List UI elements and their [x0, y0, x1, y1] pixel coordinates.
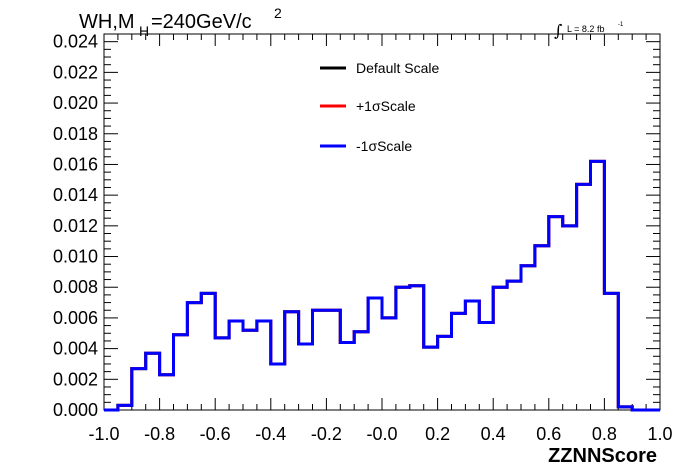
x-tick-label: -0.2 — [311, 424, 342, 444]
title-superscript: 2 — [274, 5, 282, 21]
integral-symbol: ∫ — [554, 21, 562, 40]
y-tick-label: 0.006 — [53, 308, 98, 328]
legend-label-plus-sigma-scale: +1σScale — [356, 98, 416, 114]
y-tick-label: 0.014 — [53, 185, 98, 205]
chart-title: WH,M H =240GeV/c 2 — [79, 5, 282, 39]
x-tick-label: 0.2 — [425, 424, 450, 444]
legend-label-minus-sigma-scale: -1σScale — [356, 138, 412, 154]
title-suffix: =240GeV/c — [151, 11, 252, 33]
x-tick-label: -0.0 — [366, 424, 397, 444]
legend-label-default-scale: Default Scale — [356, 60, 439, 76]
y-tick-label: 0.022 — [53, 62, 98, 82]
y-tick-label: 0.004 — [53, 339, 98, 359]
title-subscript: H — [139, 23, 149, 39]
y-tick-label: 0.012 — [53, 216, 98, 236]
luminosity-label: ∫ L = 8.2 fb -1 — [554, 21, 624, 40]
x-tick-label: -0.6 — [200, 424, 231, 444]
luminosity-exponent: -1 — [618, 22, 624, 28]
title-prefix: WH,M — [79, 11, 135, 33]
y-tick-label: 0.010 — [53, 247, 98, 267]
y-tick-label: 0.000 — [53, 400, 98, 420]
legend: Default Scale +1σScale -1σScale — [320, 60, 439, 154]
x-tick-label: 0.8 — [592, 424, 617, 444]
x-tick-label: 1.0 — [647, 424, 672, 444]
x-tick-label: 0.4 — [481, 424, 506, 444]
x-tick-label: -0.4 — [255, 424, 286, 444]
x-tick-label: -0.8 — [144, 424, 175, 444]
x-tick-label: 0.6 — [536, 424, 561, 444]
y-axis-ticks: 0.000 0.002 0.004 0.006 0.008 0.010 0.012 0.014… — [53, 32, 660, 420]
x-axis-ticks: -1.0 -0.8 -0.6 -0.4 -0.2 -0.0 0.2 0.4 0.6 0.8 1.0 — [88, 34, 673, 444]
luminosity-text: L = 8.2 fb — [567, 24, 604, 34]
y-tick-label: 0.008 — [53, 277, 98, 297]
y-tick-label: 0.024 — [53, 32, 98, 52]
y-tick-label: 0.018 — [53, 124, 98, 144]
y-tick-label: 0.016 — [53, 154, 98, 174]
series-layer — [104, 159, 660, 412]
y-tick-label: 0.002 — [53, 369, 98, 389]
y-tick-label: 0.020 — [53, 93, 98, 113]
series-line-2 — [104, 159, 660, 412]
x-tick-label: -1.0 — [88, 424, 119, 444]
x-axis-label: ZZNNScore — [548, 445, 657, 467]
